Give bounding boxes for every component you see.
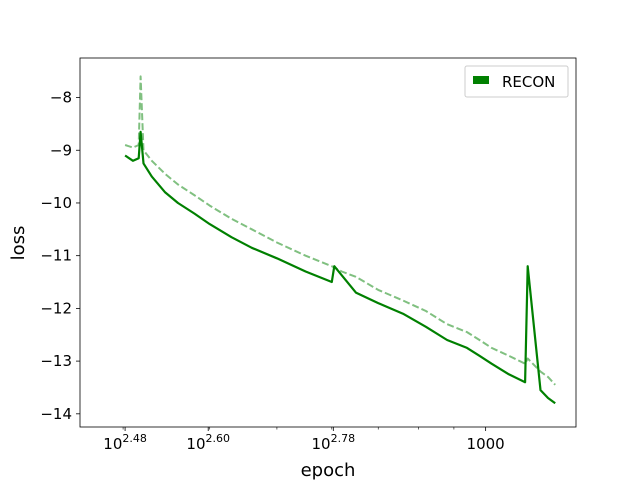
y-axis: −8 −9 −10 −11 −12 −13 −14	[40, 89, 80, 423]
y-tick-label: −12	[40, 299, 72, 317]
y-tick-label: −10	[40, 194, 72, 212]
legend-swatch	[473, 76, 489, 84]
plot-frame	[79, 57, 577, 428]
series-layer	[124, 75, 556, 405]
x-tick-label: 102.78	[312, 432, 356, 453]
x-axis: 102.48 102.60 102.78 1000	[103, 427, 505, 453]
legend-box	[464, 65, 569, 98]
series-line-recon	[124, 130, 556, 405]
y-tick-label: −13	[40, 352, 72, 370]
y-tick-label: −9	[50, 141, 72, 159]
x-axis-label: epoch	[301, 460, 356, 480]
x-tick-label: 1000	[467, 435, 505, 453]
y-tick-label: −11	[40, 247, 72, 265]
x-tick-label: 102.48	[103, 432, 147, 453]
legend-label: RECON	[502, 73, 555, 91]
y-tick-label: −8	[50, 89, 72, 107]
y-axis-label: loss	[8, 226, 29, 261]
y-tick-label: −14	[40, 405, 72, 423]
legend: RECON	[464, 65, 569, 98]
x-tick-label: 102.60	[186, 432, 230, 453]
